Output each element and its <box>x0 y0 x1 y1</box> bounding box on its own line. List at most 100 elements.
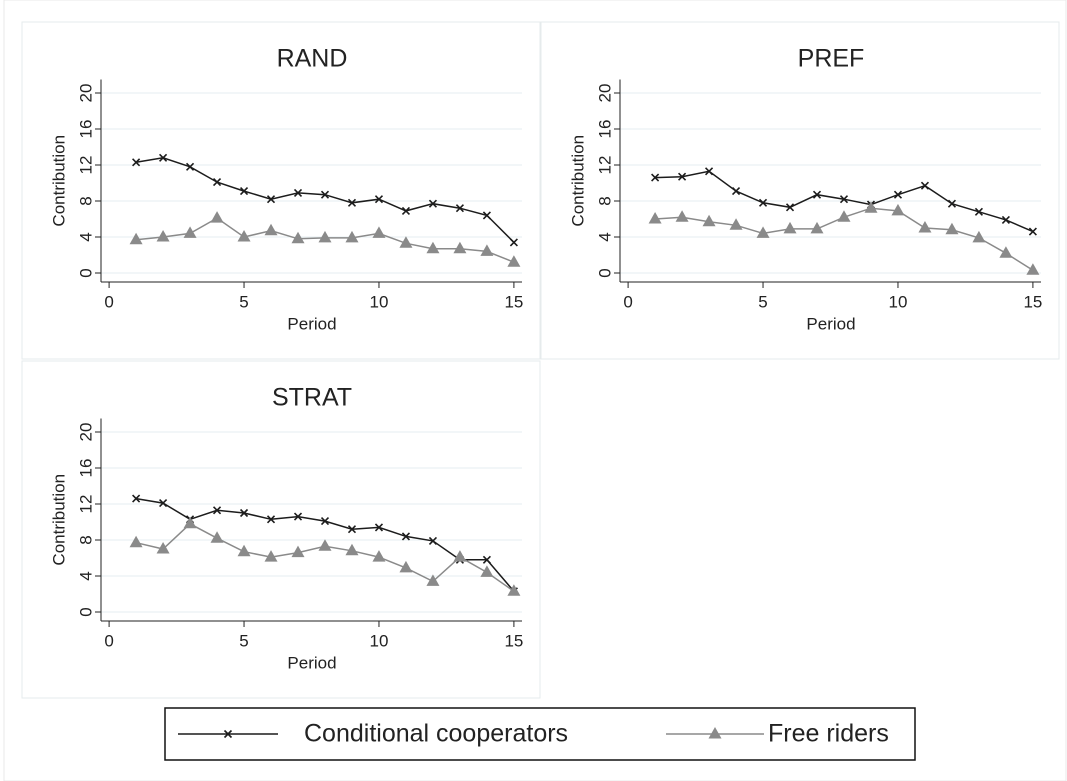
marker <box>1026 263 1040 275</box>
marker <box>399 560 413 573</box>
y-tick-label: 0 <box>76 607 95 616</box>
marker <box>810 221 824 234</box>
marker <box>239 508 249 518</box>
y-tick-label: 8 <box>76 535 95 544</box>
x-axis-label: Period <box>287 653 336 672</box>
marker <box>212 178 222 187</box>
x-tick-label: 5 <box>239 292 248 311</box>
marker <box>708 727 722 739</box>
x-tick-label: 5 <box>239 631 248 650</box>
marker <box>223 729 233 739</box>
marker <box>648 212 662 224</box>
legend-label: Conditional cooperators <box>304 720 568 748</box>
y-tick-label: 0 <box>595 268 614 277</box>
marker <box>918 221 932 233</box>
marker <box>428 536 438 545</box>
marker <box>812 190 822 199</box>
marker <box>480 244 494 256</box>
marker <box>159 499 168 508</box>
marker <box>318 230 332 243</box>
marker <box>428 199 438 208</box>
x-tick-label: 15 <box>1023 292 1042 311</box>
marker <box>129 232 143 245</box>
marker <box>920 181 930 190</box>
panel: 0 4 8 12 16 20 0 5 10 15 PREF Period Contribution <box>540 21 1060 360</box>
y-tick-label: 4 <box>76 232 95 241</box>
marker <box>453 550 467 562</box>
marker <box>264 223 278 236</box>
y-tick-label: 16 <box>76 459 95 478</box>
x-tick-label: 10 <box>370 631 389 650</box>
x-tick-label: 10 <box>370 292 389 311</box>
marker <box>426 241 440 254</box>
marker <box>183 226 197 238</box>
x-tick-label: 0 <box>104 292 113 311</box>
marker <box>320 517 330 526</box>
marker <box>266 515 276 524</box>
y-tick-label: 20 <box>76 84 95 103</box>
marker <box>401 532 411 541</box>
panel-title: RAND <box>277 45 348 73</box>
marker <box>839 195 849 204</box>
marker <box>372 226 386 238</box>
marker <box>947 199 957 208</box>
marker <box>507 584 521 596</box>
marker <box>731 187 741 196</box>
x-tick-label: 5 <box>758 292 767 311</box>
marker <box>399 236 413 248</box>
marker <box>1028 227 1037 236</box>
marker <box>675 210 689 222</box>
marker <box>183 516 197 529</box>
marker <box>651 173 660 182</box>
marker <box>293 188 303 197</box>
marker <box>291 545 305 558</box>
x-tick-label: 0 <box>104 631 113 650</box>
y-tick-label: 20 <box>595 84 614 103</box>
y-tick-label: 12 <box>595 156 614 175</box>
y-axis-label: Contribution <box>49 135 68 227</box>
marker <box>729 218 743 230</box>
x-tick-label: 15 <box>504 292 523 311</box>
y-tick-label: 16 <box>595 120 614 139</box>
x-tick-label: 0 <box>623 292 632 311</box>
marker <box>945 222 959 235</box>
legend: Conditional cooperators Free riders <box>164 707 916 761</box>
marker <box>893 190 903 199</box>
marker <box>293 512 303 521</box>
marker <box>455 204 464 213</box>
x-tick-label: 15 <box>504 631 523 650</box>
marker <box>785 203 795 212</box>
y-tick-label: 12 <box>76 156 95 175</box>
marker <box>239 187 249 196</box>
marker <box>401 206 411 215</box>
marker <box>347 198 357 207</box>
marker <box>783 221 797 234</box>
marker <box>345 230 359 243</box>
marker <box>237 230 251 242</box>
marker <box>756 226 770 238</box>
marker <box>453 241 467 254</box>
marker <box>374 195 384 204</box>
marker <box>185 162 195 171</box>
panel-background <box>540 21 1060 360</box>
panel-background <box>21 21 541 360</box>
marker <box>156 542 170 554</box>
marker <box>891 203 905 216</box>
x-axis-label: Period <box>287 314 336 333</box>
marker <box>974 207 983 216</box>
marker <box>509 238 518 247</box>
marker <box>837 210 851 222</box>
panel-title: PREF <box>798 45 865 73</box>
marker <box>345 543 359 556</box>
marker <box>864 201 878 213</box>
y-tick-label: 0 <box>76 268 95 277</box>
marker <box>507 255 521 267</box>
y-tick-label: 4 <box>595 232 614 241</box>
y-tick-label: 20 <box>76 423 95 442</box>
y-tick-label: 8 <box>76 196 95 205</box>
marker <box>291 231 305 244</box>
marker <box>159 153 168 162</box>
marker <box>210 531 224 543</box>
y-tick-label: 8 <box>595 196 614 205</box>
y-tick-label: 4 <box>76 571 95 580</box>
